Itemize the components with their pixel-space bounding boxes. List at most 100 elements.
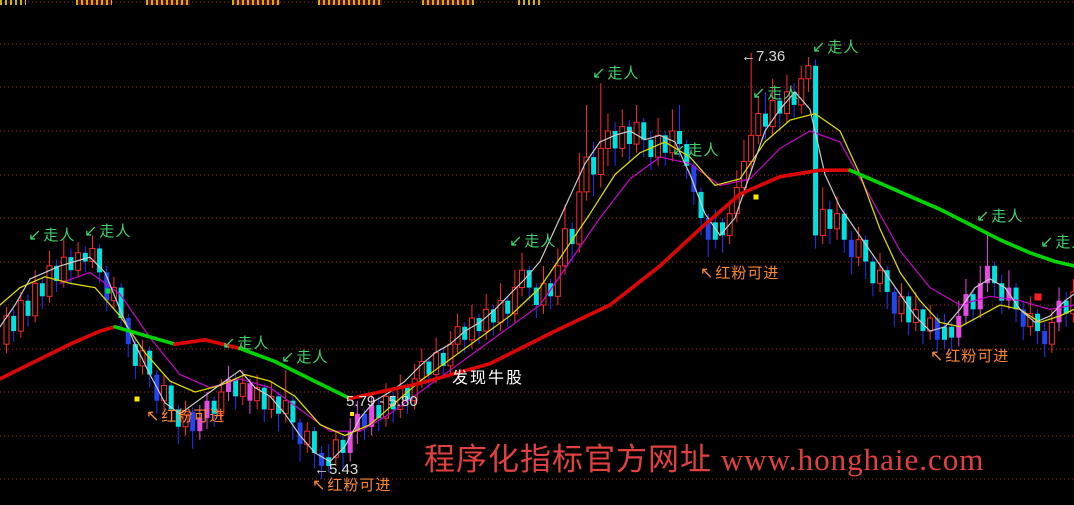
candle-body — [912, 308, 919, 323]
price-tag-text: 5.79 - 5.80 — [346, 393, 418, 410]
candle-body — [777, 100, 783, 114]
candle-body — [390, 396, 396, 410]
sell-signal-label-text: 走人 — [237, 335, 270, 352]
candle-body — [39, 283, 45, 297]
candle-body — [597, 147, 604, 175]
ma-line — [0, 112, 1074, 437]
candle-body — [490, 309, 496, 323]
trend-ma-up — [348, 168, 852, 401]
buy-signal-label: ↖红粉可进 — [312, 474, 391, 495]
candle-body — [1070, 291, 1074, 315]
diagonal-arrow-icon: ↙ — [976, 208, 991, 225]
signal-dot — [753, 194, 759, 200]
sell-signal-label-text: 走人 — [607, 65, 640, 82]
candle-body — [827, 209, 833, 229]
clipped-caption-segment — [76, 0, 112, 5]
sell-signal-label-text: 走人 — [296, 349, 329, 366]
candle-body — [476, 318, 482, 332]
candle-body — [740, 160, 747, 189]
candle-body — [863, 239, 869, 262]
candle-body — [984, 265, 990, 284]
candle-body — [554, 265, 561, 297]
price-tag-text: ←7.36 — [741, 48, 786, 65]
sell-signal-label: ↙走人 — [812, 36, 859, 57]
candle-body — [819, 208, 826, 236]
candle-body — [511, 287, 518, 315]
diagonal-arrow-icon: ↙ — [812, 39, 827, 56]
candle-body — [576, 191, 583, 245]
candle-body — [783, 91, 790, 115]
candle-body — [720, 222, 725, 236]
candle-body — [46, 265, 53, 297]
candle-body — [712, 222, 718, 240]
candle-body — [104, 272, 110, 301]
clipped-caption-segment — [318, 0, 382, 5]
diagonal-arrow-icon: ↙ — [672, 142, 687, 159]
candle-body — [834, 213, 841, 230]
signal-dot — [1034, 293, 1042, 301]
candle-body — [382, 395, 389, 419]
candle-body — [418, 361, 425, 380]
candle-body — [54, 265, 60, 282]
diagonal-arrow-icon: ↙ — [28, 227, 43, 244]
candle-body — [311, 431, 317, 453]
candle-body — [297, 422, 303, 445]
candle-body — [411, 378, 418, 402]
price-tag-text: ←5.43 — [314, 461, 359, 478]
candle-body — [533, 287, 539, 305]
candle-body — [276, 396, 282, 414]
buy-signal-label-text: 红粉可进 — [327, 477, 392, 494]
candle-body — [290, 400, 296, 423]
candle-body — [505, 300, 511, 314]
sell-signal-label: ↙走人 — [509, 230, 556, 251]
candle-body — [805, 65, 812, 80]
candle-body — [612, 131, 618, 149]
candle-body — [254, 387, 261, 402]
sell-signal-label: ↙走人 — [752, 82, 799, 103]
candle-body — [60, 256, 67, 282]
sell-signal-label: ↙走人 — [592, 62, 639, 83]
candle-body — [705, 218, 711, 240]
sell-signal-label-text: 走人 — [1055, 234, 1074, 251]
ma-line — [0, 91, 1074, 463]
candle-body — [340, 439, 346, 453]
price-tag: ←5.43 — [314, 461, 358, 478]
sell-signal-label: ↙走人 — [28, 224, 75, 245]
candle-body — [992, 265, 998, 284]
sell-signal-label-text: 走人 — [43, 227, 76, 244]
sell-signal-label-text: 走人 — [767, 85, 800, 102]
candle-body — [1063, 300, 1069, 314]
ma-line — [59, 130, 1074, 432]
buy-signal-label: ↖红粉可进 — [700, 262, 779, 283]
diagonal-arrow-icon: ↙ — [84, 223, 99, 240]
candle-body — [32, 282, 39, 317]
candle-body — [841, 213, 847, 240]
candle-body — [462, 326, 468, 340]
candle-body — [426, 361, 432, 375]
sell-signal-label: ↙走人 — [281, 346, 328, 367]
candle-body — [347, 431, 353, 453]
candle-body — [239, 382, 246, 397]
trend-ma-up — [0, 324, 117, 381]
candle-body — [884, 270, 890, 292]
candle-body — [319, 452, 325, 466]
trend-ma-up — [173, 337, 242, 351]
buy-signal-label-text: 红粉可进 — [715, 265, 780, 282]
candle-body — [662, 135, 668, 153]
price-tag: 5.79 - 5.80 — [346, 393, 418, 410]
candle-body — [132, 344, 138, 366]
clipped-caption-segment — [146, 0, 190, 5]
sell-signal-label-text: 走人 — [827, 39, 860, 56]
candle-body — [190, 411, 196, 432]
candle-body — [68, 257, 74, 271]
sell-signal-label-text: 走人 — [687, 142, 720, 159]
candle-body — [3, 315, 10, 345]
candle-body — [82, 252, 88, 262]
candle-body — [147, 350, 153, 375]
diagonal-arrow-icon: ↖ — [930, 348, 945, 365]
candle-body — [332, 439, 339, 458]
candle-body — [218, 391, 225, 415]
candle-body — [949, 326, 955, 338]
